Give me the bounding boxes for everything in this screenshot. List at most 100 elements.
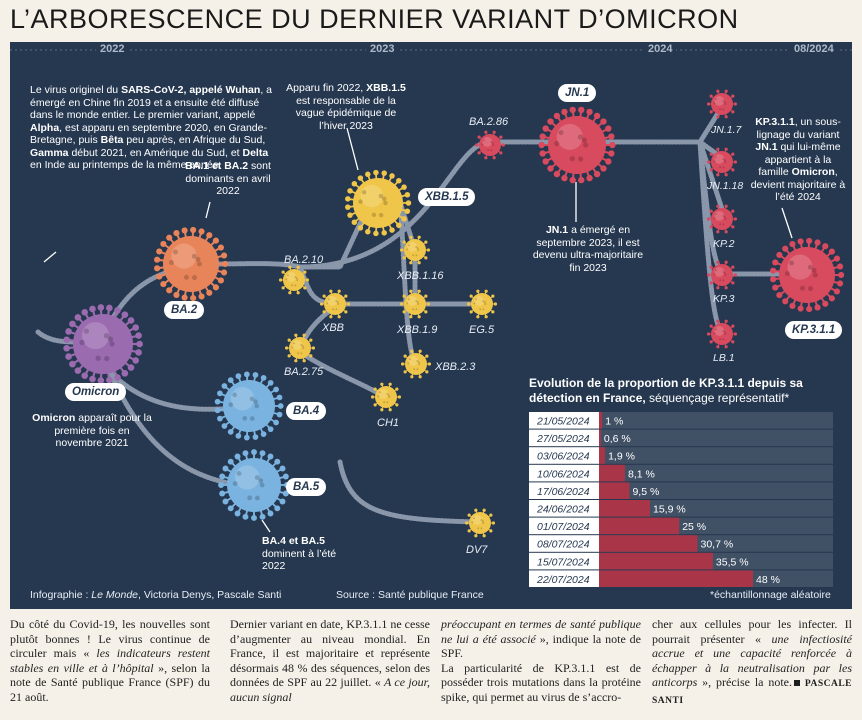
xbb23-virus-icon xyxy=(400,349,432,379)
bar-date-bg xyxy=(529,500,599,517)
bar-date-bg xyxy=(529,535,599,552)
bar-category-label: 10/06/2024 xyxy=(537,468,590,480)
ba4-label: BA.4 xyxy=(286,402,327,420)
xbb15-virus-icon xyxy=(345,169,412,237)
xbb116-label: XBB.1.16 xyxy=(397,270,444,282)
ba1-arrow xyxy=(205,201,211,219)
ch1-label: CH1 xyxy=(377,417,400,429)
jn118-virus-icon xyxy=(706,147,738,177)
eg5-label: EG.5 xyxy=(469,324,495,336)
jn1-virus-icon xyxy=(538,106,616,184)
omicron-label: Omicron xyxy=(65,383,127,401)
jn1-label: JN.1 xyxy=(558,84,597,102)
kp311-label: KP.3.1.1 xyxy=(785,321,843,339)
ba1-ba2-note: BA.1 et BA.2 sont dominants en avril 202… xyxy=(185,160,271,197)
bar-category-label: 27/05/2024 xyxy=(536,433,590,445)
bar-value-label: 8,1 % xyxy=(628,468,655,480)
lineage-branch-16 xyxy=(337,459,483,525)
lb1-virus-icon xyxy=(706,319,738,349)
bar-date-bg xyxy=(529,570,599,587)
bar-category-label: 17/06/2024 xyxy=(537,486,590,498)
year-label-08-2024: 08/2024 xyxy=(790,43,838,55)
bar-value xyxy=(599,552,713,570)
xbb19-label: XBB.1.9 xyxy=(397,324,438,336)
bar-value-label: 30,7 % xyxy=(700,539,733,551)
bar-track xyxy=(599,482,833,499)
bar-value xyxy=(599,500,651,517)
jn17-virus-icon xyxy=(706,89,738,119)
chart-title: Evolution de la proportion de KP.3.1.1 d… xyxy=(529,376,803,405)
bar-value-label: 1 % xyxy=(605,416,623,428)
ba210-virus-icon xyxy=(278,265,310,295)
bar-value xyxy=(599,517,680,535)
kp311-virus-icon xyxy=(770,237,845,313)
infographic-panel: 21/05/2024 1 % 27/05/2024 0,6 % 03/06/2024 1,… xyxy=(10,42,852,609)
bar-category-label: 08/07/2024 xyxy=(537,539,590,551)
article-signature: PASCALE SANTI xyxy=(652,679,852,706)
bar-value-label: 1,9 % xyxy=(608,451,635,463)
xbb116-virus-icon xyxy=(399,235,431,265)
bar-date-bg xyxy=(529,412,599,429)
ba2-virus-icon xyxy=(154,226,229,302)
bar-value xyxy=(599,535,698,552)
credit-source: Source : Santé publique France xyxy=(336,589,484,601)
xbb15-note: Apparu fin 2022, XBB.1.5 est responsable… xyxy=(286,82,406,132)
bar-category-label: 21/05/2024 xyxy=(536,416,590,428)
intro-note: Le virus originel du SARS-CoV-2, appelé … xyxy=(30,84,272,171)
bar-value xyxy=(599,464,625,482)
bar-date-bg xyxy=(529,447,599,464)
kp2-label: KP.2 xyxy=(713,238,735,250)
bar-category-label: 22/07/2024 xyxy=(536,574,590,586)
lineage-branch-14 xyxy=(697,139,728,337)
bar-value xyxy=(599,412,603,429)
jn1-note: JN.1 a émergé en septembre 2023, il est … xyxy=(532,224,644,274)
xbb23-label: XBB.2.3 xyxy=(435,361,476,373)
eg5-virus-icon xyxy=(466,289,498,319)
lineage-tree: 21/05/2024 1 % 27/05/2024 0,6 % 03/06/2024 1,… xyxy=(10,49,852,587)
ch1-virus-icon xyxy=(370,382,402,412)
article-column-1: Du côté du Covid-19, les nouvelles sont … xyxy=(10,617,210,704)
bar-value xyxy=(599,429,601,447)
kp311-note: KP.3.1.1, un sous-lignage du variant JN.… xyxy=(750,116,846,203)
credit-infographie: Infographie : Le Monde, Victoria Denys, … xyxy=(30,589,282,601)
omicron-virus-icon xyxy=(63,304,143,384)
bar-value xyxy=(599,570,753,587)
bar-track xyxy=(599,412,833,429)
intro-arrow xyxy=(43,251,57,263)
bar-value-label: 0,6 % xyxy=(604,433,631,445)
year-label-2023: 2023 xyxy=(366,43,399,55)
bar-track xyxy=(599,464,833,482)
jn118-label: JN.1.18 xyxy=(707,180,744,192)
page-title: L’ARBORESCENCE DU DERNIER VARIANT D’OMIC… xyxy=(10,4,739,34)
bar-track xyxy=(599,500,833,517)
bar-value-label: 9,5 % xyxy=(632,486,659,498)
ba286-virus-icon xyxy=(474,130,506,160)
bar-value xyxy=(599,482,630,499)
kp3-virus-icon xyxy=(706,260,738,290)
ba5-label: BA.5 xyxy=(286,478,327,496)
bar-date-bg xyxy=(529,552,599,570)
bar-value xyxy=(599,447,606,464)
dv7-virus-icon xyxy=(464,508,496,538)
lb1-label: LB.1 xyxy=(713,352,735,364)
bar-date-bg xyxy=(529,517,599,535)
xbb-virus-icon xyxy=(319,289,351,319)
bar-category-label: 15/07/2024 xyxy=(537,556,590,568)
article-column-3: préoccupant en termes de santé publique … xyxy=(441,617,642,704)
ba45-arrow xyxy=(261,519,271,533)
article-text: Du côté du Covid-19, les nouvelles sont … xyxy=(10,617,852,715)
year-label-2024: 2024 xyxy=(644,43,677,55)
article-column-4: cher aux cellules pour les infecter. Il … xyxy=(652,617,852,706)
bar-value-label: 15,9 % xyxy=(653,504,686,516)
kp3-label: KP.3 xyxy=(713,293,735,305)
omicron-note: Omicron apparaît pour la première fois e… xyxy=(32,412,152,449)
bar-date-bg xyxy=(529,429,599,447)
kp311-arrow xyxy=(781,207,793,239)
ba210-label: BA.2.10 xyxy=(284,254,324,266)
ba275-virus-icon xyxy=(284,333,316,363)
kp2-virus-icon xyxy=(706,204,738,234)
bar-value-label: 25 % xyxy=(682,521,706,533)
bar-date-bg xyxy=(529,464,599,482)
bar-track xyxy=(599,447,833,464)
ba286-label: BA.2.86 xyxy=(469,116,509,128)
